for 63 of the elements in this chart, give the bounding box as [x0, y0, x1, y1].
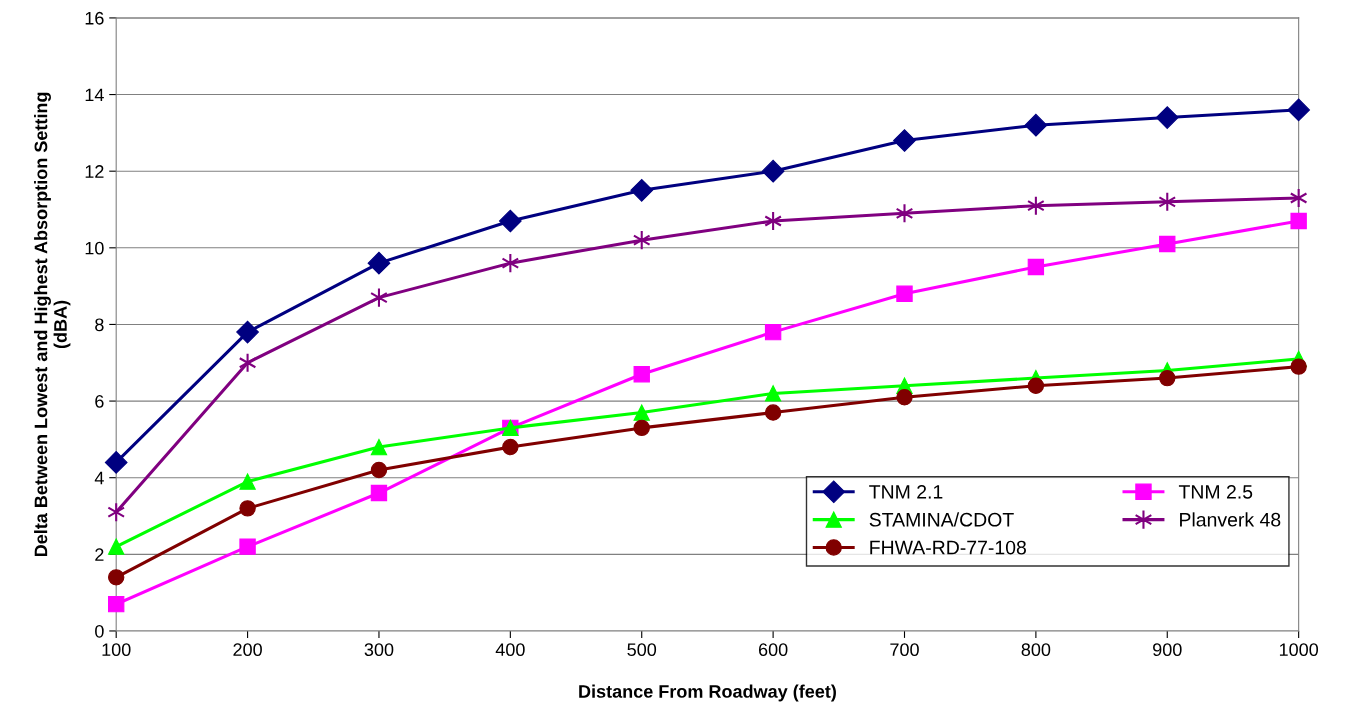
point — [764, 385, 782, 402]
legend-label: STAMINA/CDOT — [869, 512, 1014, 527]
point — [108, 538, 125, 555]
point — [633, 404, 650, 421]
y-tick-label: 12 — [85, 165, 104, 178]
y-tick-label: 10 — [85, 241, 104, 255]
x-tick-label: 600 — [758, 643, 788, 657]
x-tick-label: 800 — [1021, 643, 1051, 657]
point — [764, 210, 782, 232]
x-tick-label: 1000 — [1279, 643, 1319, 657]
point — [630, 178, 654, 202]
legend-label: Planverk 48 — [1180, 512, 1281, 527]
x-axis-title: Distance From Roadway (feet) — [579, 684, 836, 702]
point — [367, 251, 391, 275]
point — [761, 159, 785, 183]
point — [108, 595, 125, 613]
point — [764, 404, 782, 421]
y-axis-title: Delta Between Lowest and Highest Absorption Setting (dBA) — [34, 92, 71, 557]
y-tick-label: 8 — [95, 318, 104, 332]
x-tick-label: 900 — [1153, 643, 1182, 657]
point — [1287, 98, 1311, 122]
point — [239, 473, 256, 490]
y-tick-label: 0 — [95, 624, 104, 638]
x-tick-label: 400 — [495, 643, 525, 657]
y-tick-label: 16 — [85, 11, 104, 25]
point — [1027, 377, 1045, 394]
point — [107, 502, 126, 523]
point — [764, 323, 782, 341]
legend-label: TNM 2.1 — [869, 484, 943, 499]
point — [896, 389, 913, 406]
legend-label: TNM 2.5 — [1178, 484, 1253, 499]
y-tick-label: 14 — [85, 88, 104, 102]
point — [498, 209, 522, 233]
x-tick-label: 100 — [102, 643, 131, 657]
point — [239, 500, 256, 517]
point — [1027, 258, 1045, 276]
point — [895, 203, 914, 224]
point — [633, 366, 650, 383]
point — [1024, 113, 1048, 137]
point — [1159, 369, 1176, 387]
point — [239, 538, 256, 555]
y-tick-label: 2 — [95, 548, 104, 561]
point — [108, 569, 125, 586]
point — [1159, 235, 1176, 253]
x-tick-label: 200 — [233, 643, 262, 657]
x-tick-label: 700 — [890, 643, 919, 657]
point — [370, 438, 388, 456]
point — [370, 484, 388, 502]
point — [1290, 212, 1307, 230]
point — [502, 438, 519, 456]
point — [1155, 106, 1179, 129]
point — [896, 285, 913, 302]
legend-label: FHWA-RD-77-108 — [870, 540, 1026, 555]
point — [370, 461, 388, 479]
y-tick-label: 4 — [94, 471, 104, 485]
point — [633, 419, 650, 437]
point — [236, 320, 259, 344]
point — [104, 451, 128, 474]
x-tick-label: 500 — [627, 643, 657, 657]
x-tick-label: 300 — [364, 643, 394, 657]
point — [893, 129, 916, 152]
point — [1290, 358, 1307, 375]
y-tick-label: 6 — [95, 395, 104, 408]
